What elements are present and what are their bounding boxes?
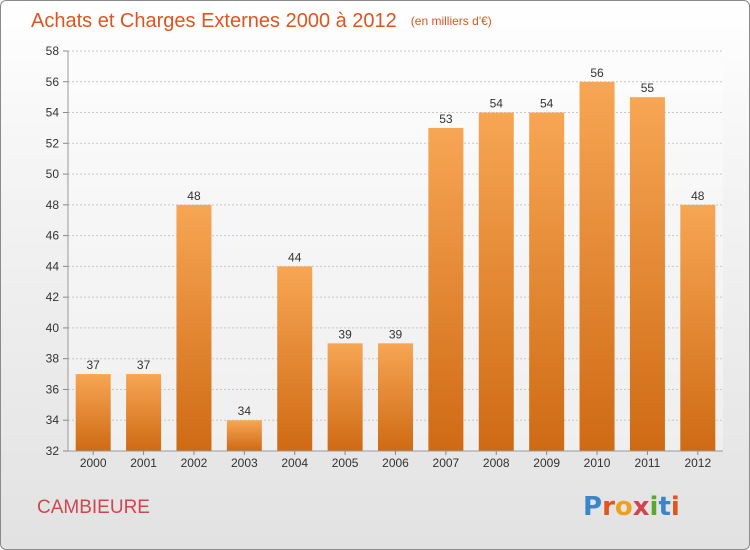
data-label-2010: 56	[590, 66, 604, 80]
chart-title: Achats et Charges Externes 2000 à 2012	[31, 10, 397, 32]
bar-2003	[226, 420, 262, 451]
bar-2009	[529, 112, 565, 452]
bar-2011	[629, 97, 665, 452]
logo-letter: t	[658, 492, 670, 522]
bar-2004	[277, 266, 313, 451]
bar-2007	[428, 127, 464, 451]
x-tick-label: 2007	[433, 456, 460, 470]
x-tick-label: 2005	[332, 456, 359, 470]
logo-text: Proxiti	[583, 492, 680, 522]
bar-2008	[478, 112, 514, 452]
data-label-2006: 39	[389, 327, 403, 341]
y-tick-label: 34	[46, 413, 60, 427]
y-tick-label: 46	[46, 229, 60, 243]
bar-2012	[680, 204, 716, 451]
data-label-2007: 53	[439, 112, 453, 126]
y-tick-label: 38	[46, 352, 60, 366]
data-label-2005: 39	[338, 327, 352, 341]
logo-letter: x	[633, 492, 650, 522]
bar-2010	[579, 81, 615, 452]
x-tick-label: 2006	[382, 456, 409, 470]
logo-letter: P	[583, 492, 602, 522]
data-label-2012: 48	[691, 189, 705, 203]
y-tick-label: 54	[46, 106, 60, 120]
place-name: CAMBIEURE	[37, 497, 150, 518]
x-tick-label: 2004	[281, 456, 308, 470]
y-tick-label: 32	[46, 444, 60, 458]
bar-2002	[176, 204, 212, 451]
bar-2005	[327, 343, 363, 451]
x-tick-label: 2002	[181, 456, 208, 470]
y-tick-label: 50	[46, 167, 60, 181]
x-tick-label: 2003	[231, 456, 258, 470]
logo-letter: i	[671, 492, 680, 522]
x-tick-label: 2010	[584, 456, 611, 470]
y-tick-label: 44	[46, 259, 60, 273]
bars: 37 37 48 34 44 39 39 53 54 54 56 55 48	[75, 66, 716, 452]
chart-subtitle: (en milliers d'€)	[411, 14, 492, 28]
y-tick-label: 58	[46, 44, 60, 58]
data-label-2008: 54	[490, 97, 504, 111]
data-label-2004: 44	[288, 250, 302, 264]
bar-2001	[126, 374, 162, 451]
y-tick-label: 36	[46, 382, 60, 396]
data-label-2011: 55	[641, 81, 655, 95]
y-tick-label: 48	[46, 198, 60, 212]
y-tick-label: 40	[46, 321, 60, 335]
data-label-2002: 48	[187, 189, 201, 203]
data-label-2003: 34	[238, 404, 252, 418]
data-label-2000: 37	[87, 358, 101, 372]
x-tick-label: 2011	[635, 456, 661, 470]
y-axis: 32 34 36 38 40 42 44 46 48 50 52 54 56 58	[46, 44, 69, 458]
y-tick-label: 52	[46, 136, 60, 150]
x-tick-label: 2009	[533, 456, 560, 470]
y-tick-label: 56	[46, 75, 60, 89]
data-label-2001: 37	[137, 358, 151, 372]
y-tick-label: 42	[46, 290, 60, 304]
x-tick-label: 2000	[80, 456, 107, 470]
bar-2000	[75, 374, 111, 451]
x-tick-label: 2008	[483, 456, 510, 470]
logo-letter: i	[650, 492, 659, 522]
data-label-2009: 54	[540, 97, 554, 111]
logo-letter: o	[615, 492, 633, 522]
x-tick-label: 2001	[130, 456, 157, 470]
logo-letter: r	[602, 492, 615, 522]
proxiti-logo: Proxiti	[583, 492, 680, 522]
bar-2006	[378, 343, 413, 451]
x-tick-label: 2012	[684, 456, 711, 470]
x-axis: 2000 2001 2002 2003 2004 2005 2006 2007 2008 2009…	[68, 450, 723, 470]
